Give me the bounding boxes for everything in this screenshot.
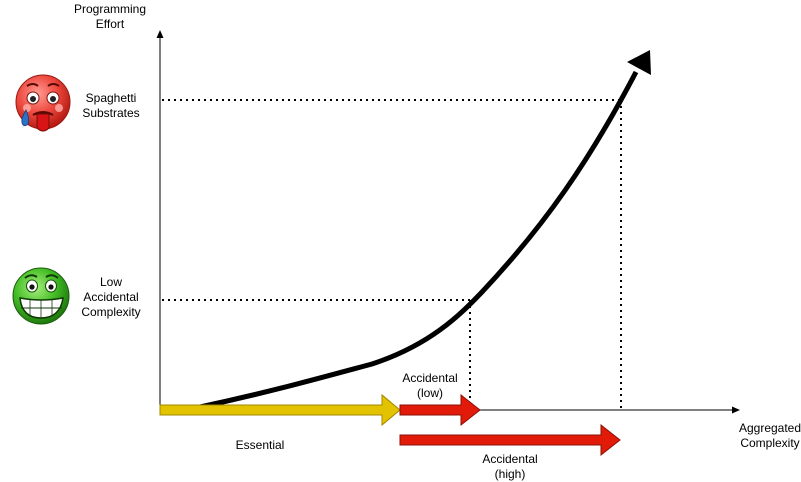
- guide-lines: [162, 99, 622, 410]
- low-accidental-complexity-label: Low Accidental Complexity: [81, 275, 141, 319]
- x-axis-label: Aggregated Complexity: [738, 421, 801, 450]
- curve-arrowhead: [627, 50, 651, 75]
- accidental-high-arrow: [399, 423, 621, 457]
- effort-curve: [199, 70, 639, 410]
- accidental-high-label: Accidental (high): [482, 452, 538, 481]
- y-axis-label: Programming Effort: [73, 2, 147, 31]
- grinning-face-icon: [12, 267, 70, 325]
- accidental-low-label: Accidental (low): [402, 371, 458, 400]
- spaghetti-substrates-label: Spaghetti Substrates: [82, 91, 140, 120]
- essential-label: Essential: [235, 438, 285, 452]
- sick-face-icon: [15, 74, 71, 132]
- essential-arrow: [159, 393, 401, 427]
- y-axis: [156, 30, 164, 410]
- accidental-low-arrow: [399, 393, 481, 427]
